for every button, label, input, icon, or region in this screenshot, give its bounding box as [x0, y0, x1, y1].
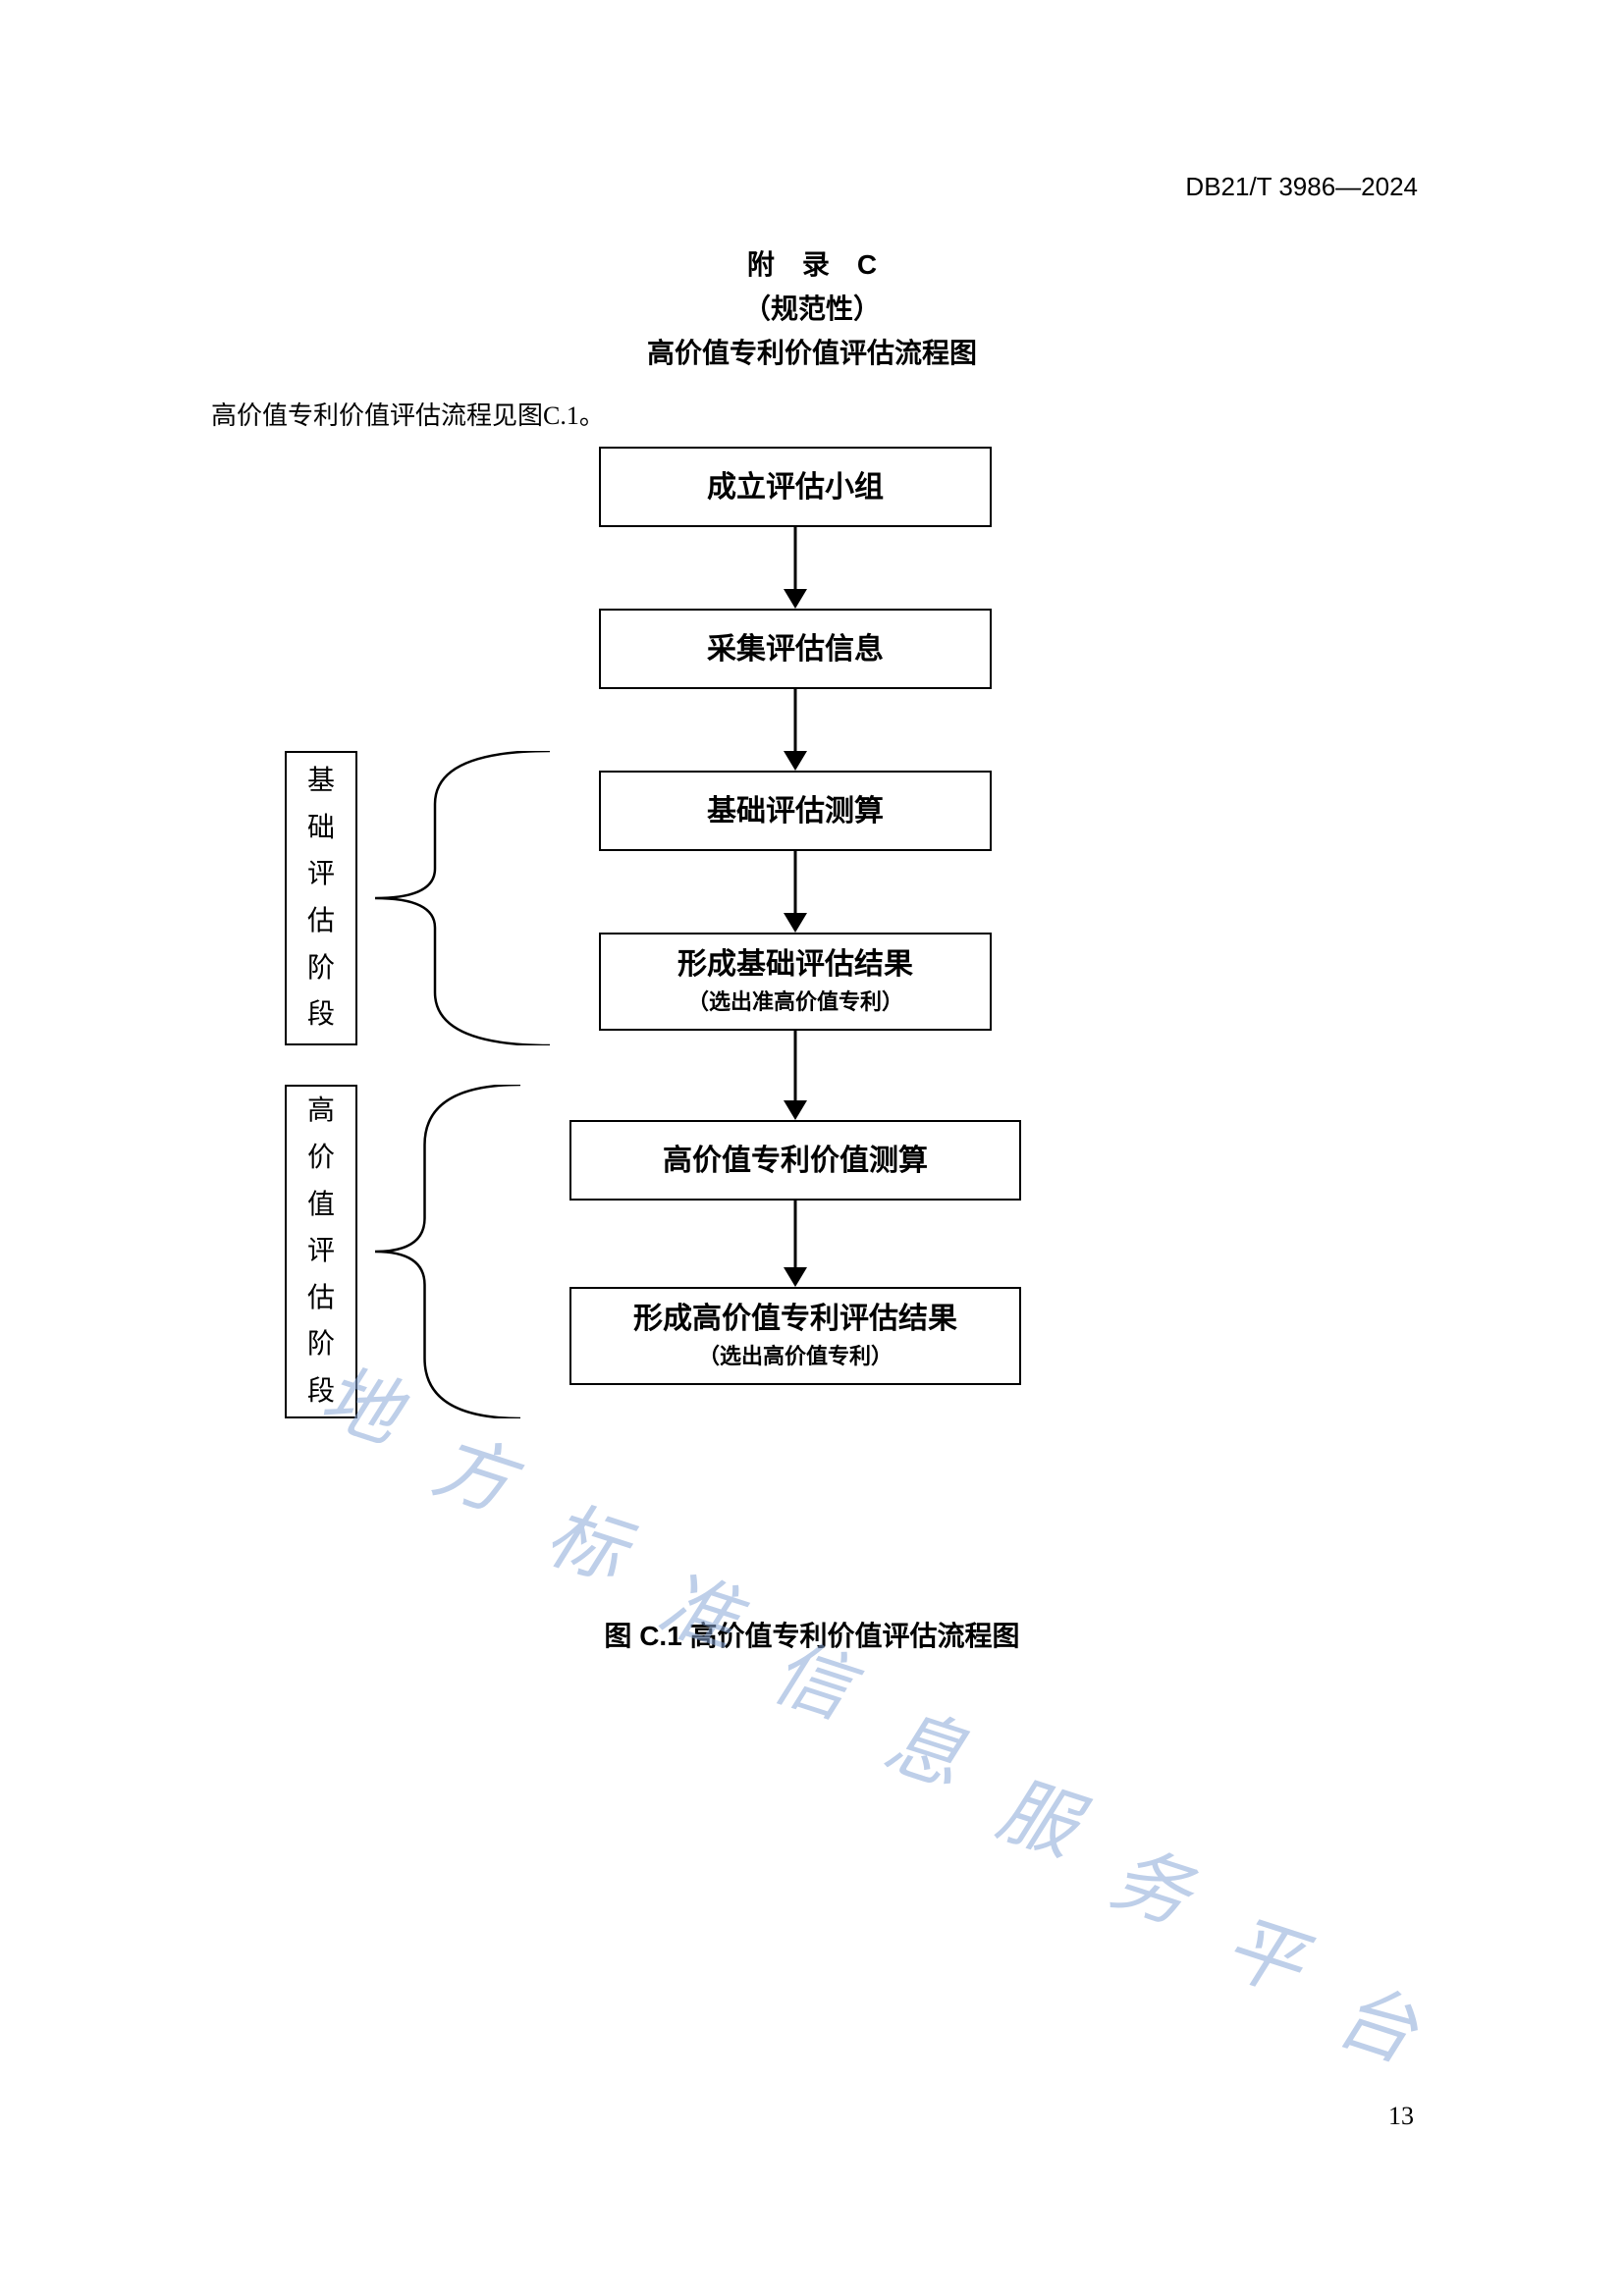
flow-node: 基础评估测算 [599, 771, 992, 851]
flow-node-title: 高价值专利价值测算 [663, 1142, 928, 1180]
flow-node: 形成基础评估结果 （选出准高价值专利） [599, 933, 992, 1031]
flow-node-title: 基础评估测算 [707, 792, 884, 830]
flow-arrow [794, 1031, 797, 1102]
arrow-head-icon [784, 1267, 807, 1287]
arrow-head-icon [784, 1100, 807, 1120]
flowchart: 成立评估小组采集评估信息基础评估测算形成基础评估结果 （选出准高价值专利） 高价值专… [285, 447, 1168, 1566]
watermark-char: 息 [874, 1680, 981, 1808]
arrow-head-icon [784, 913, 807, 933]
intro-text: 高价值专利价值评估流程见图C.1。 [211, 396, 605, 432]
doc-code: DB21/T 3986—2024 [1185, 172, 1418, 202]
flow-node-title: 采集评估信息 [707, 630, 884, 668]
flow-node-title: 成立评估小组 [707, 468, 884, 507]
brace-icon [373, 1085, 520, 1418]
flow-arrow [794, 689, 797, 753]
flow-node-title: 形成基础评估结果 [677, 945, 913, 984]
flow-node-subtitle: （选出高价值专利） [698, 1342, 893, 1372]
watermark-char: 平 [1213, 1886, 1320, 2014]
watermark-char: 台 [1326, 1954, 1433, 2083]
arrow-head-icon [784, 751, 807, 771]
appendix-title: 附 录 C （规范性） 高价值专利价值评估流程图 [0, 243, 1624, 375]
flow-node: 形成高价值专利评估结果 （选出高价值专利） [569, 1287, 1021, 1385]
flow-node-title: 形成高价值专利评估结果 [633, 1300, 957, 1338]
flow-arrow [794, 851, 797, 915]
watermark-char: 务 [1100, 1817, 1207, 1946]
arrow-head-icon [784, 589, 807, 609]
title-line-2: （规范性） [0, 288, 1624, 332]
flow-node: 采集评估信息 [599, 609, 992, 689]
page-number: 13 [1388, 2102, 1414, 2131]
flow-node: 成立评估小组 [599, 447, 992, 527]
flow-node-subtitle: （选出准高价值专利） [687, 988, 903, 1018]
title-line-3: 高价值专利价值评估流程图 [0, 332, 1624, 376]
phase-label: 高价值评估阶段 [285, 1085, 357, 1418]
watermark-char: 服 [987, 1748, 1094, 1877]
flow-arrow [794, 527, 797, 591]
flow-node: 高价值专利价值测算 [569, 1120, 1021, 1201]
phase-label: 基础评估阶段 [285, 751, 357, 1045]
flow-arrow [794, 1201, 797, 1269]
title-line-1: 附 录 C [0, 243, 1624, 288]
brace-icon [373, 751, 550, 1045]
figure-caption: 图 C.1 高价值专利价值评估流程图 [0, 1615, 1624, 1654]
